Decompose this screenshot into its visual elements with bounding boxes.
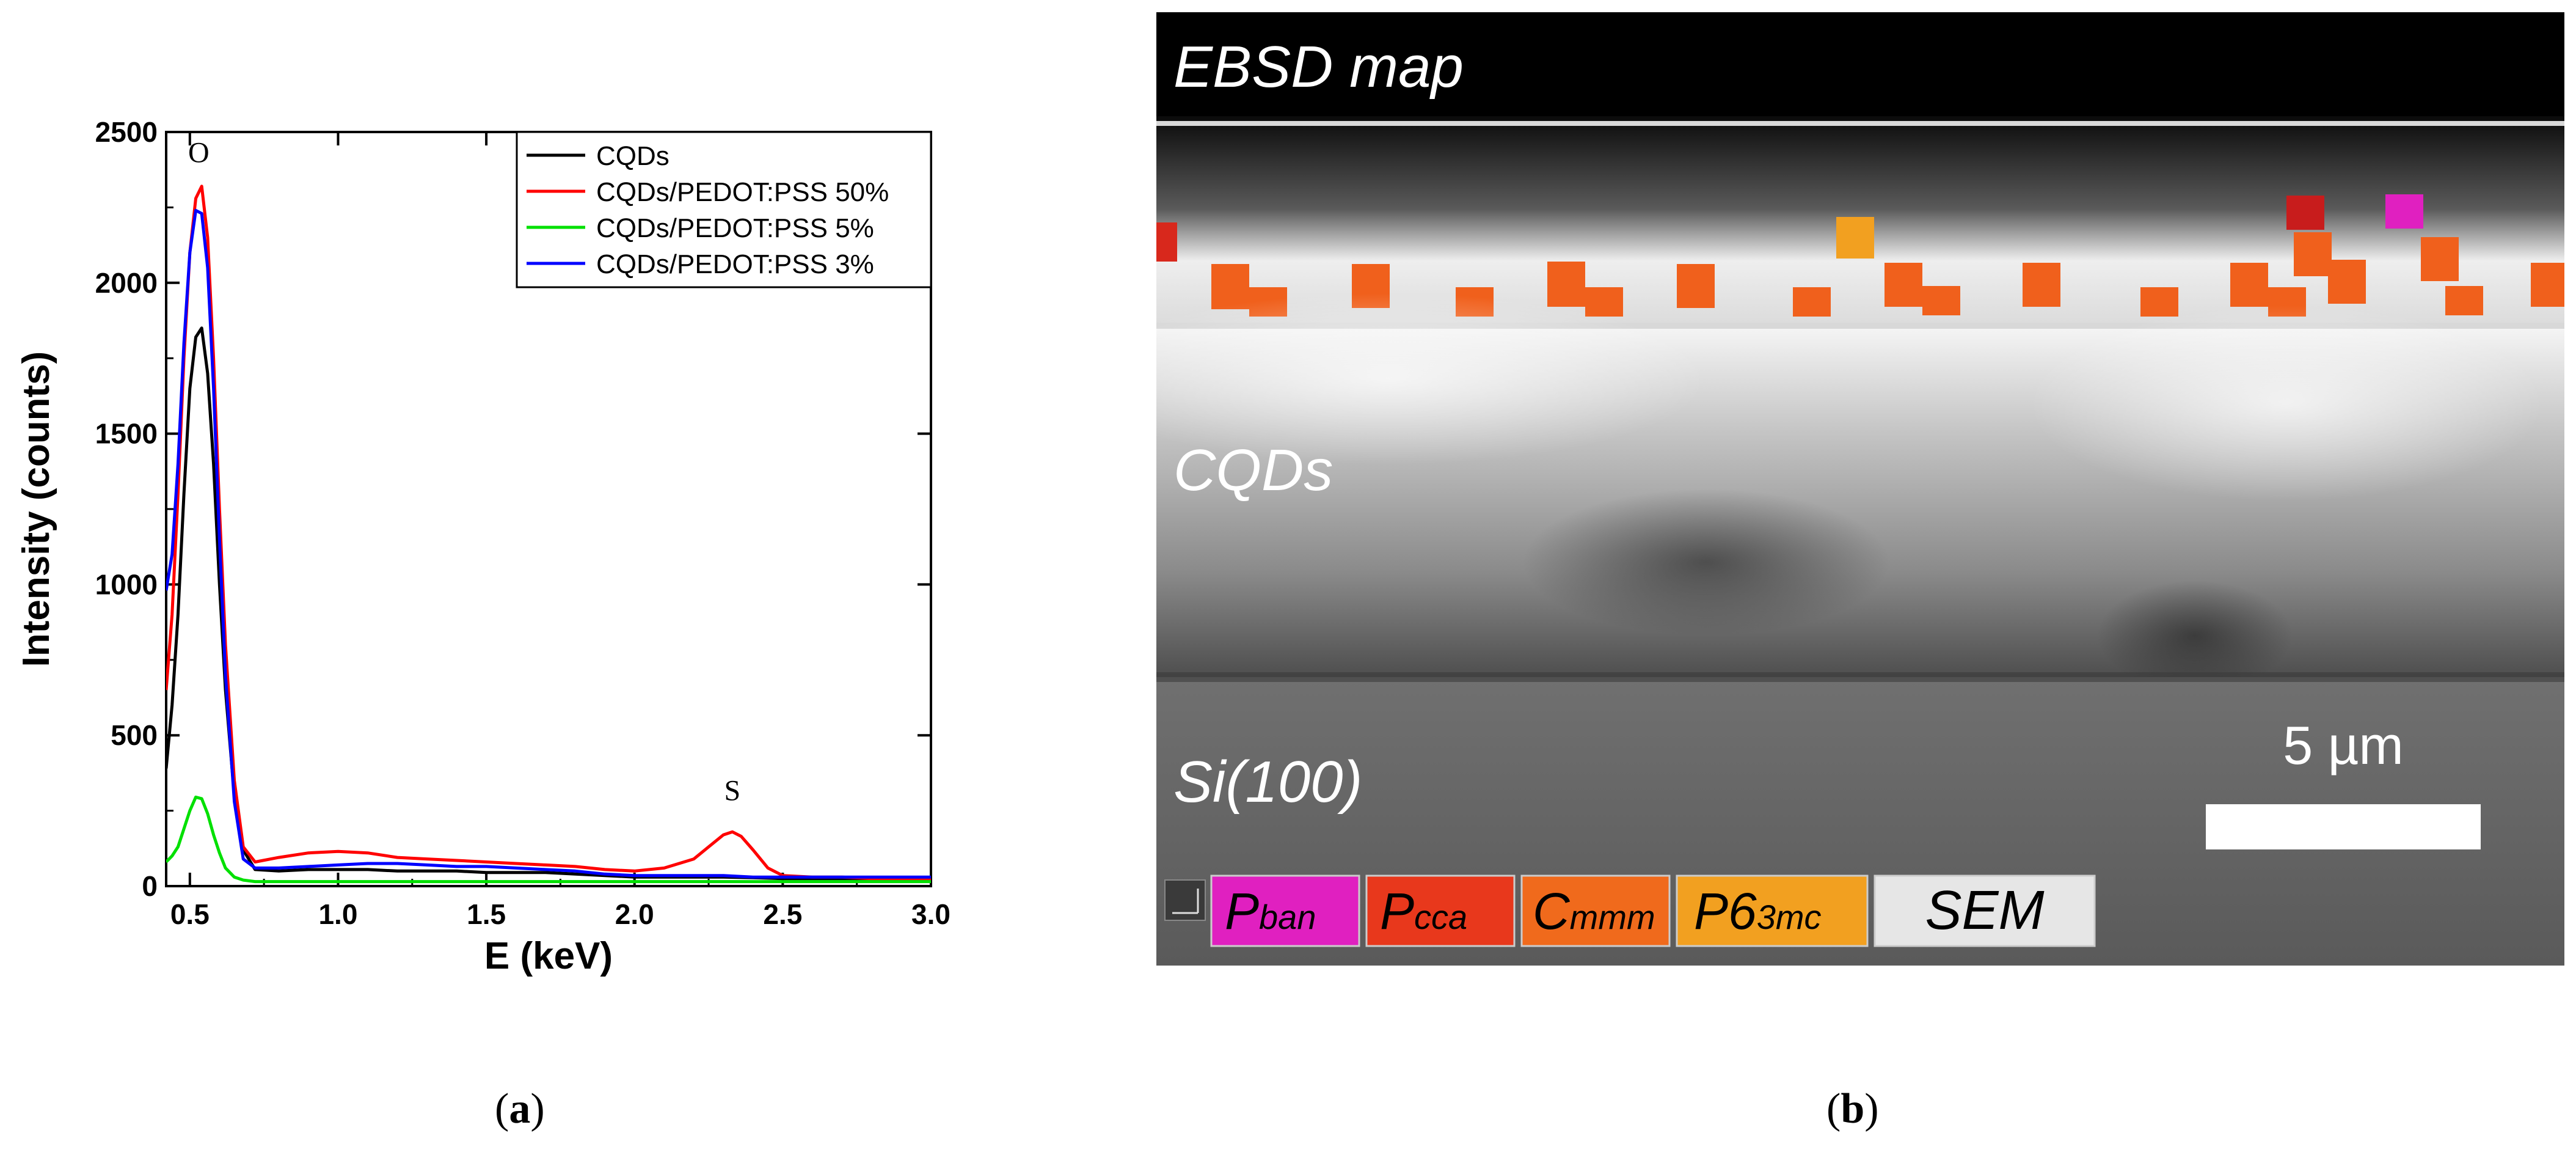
y-tick-label: 2000 xyxy=(95,267,158,299)
legend-label-50: CQDs/PEDOT:PSS 50% xyxy=(596,177,889,207)
legend-swatch-cmmm xyxy=(1520,875,1671,947)
legend-pcca: Pcca xyxy=(1380,882,1467,940)
annotation-o: O xyxy=(188,136,210,169)
caption-a: (a) xyxy=(495,1085,545,1134)
scale-bar xyxy=(2206,804,2481,849)
x-tick-label: 1.5 xyxy=(467,898,506,930)
y-tick-label: 2500 xyxy=(95,116,158,148)
series-line-4 xyxy=(166,208,931,879)
caption-b-close: ) xyxy=(1864,1085,1879,1132)
caption-b-open: ( xyxy=(1826,1085,1841,1132)
series-line-2 xyxy=(166,185,931,881)
chart-legend: CQDs CQDs/PEDOT:PSS 50% CQDs/PEDOT:PSS 5… xyxy=(516,131,932,288)
caption-a-letter: a xyxy=(509,1085,531,1132)
x-tick-label: 1.0 xyxy=(318,898,357,930)
series-line-3 xyxy=(166,795,931,884)
legend-cmmm-main: C xyxy=(1533,882,1571,940)
cqds-layer-label: CQDs xyxy=(1173,438,1333,503)
legend-pban-main: P xyxy=(1225,882,1259,940)
y-tick-label: 1500 xyxy=(95,418,158,450)
annotation-s: S xyxy=(724,774,741,807)
legend-pban-sub: ban xyxy=(1259,898,1316,936)
axes-orientation-icon xyxy=(1164,879,1206,921)
legend-p6mc-sub: 3mc xyxy=(1757,898,1822,936)
y-tick-label: 500 xyxy=(111,719,158,751)
eds-spectrum-chart: 0.5 1.0 1.5 2.0 2.5 3.0 0 500 1000 1500 2000 2500 E… xyxy=(15,116,950,977)
y-tick-label: 0 xyxy=(142,870,158,902)
legend-label-3: CQDs/PEDOT:PSS 3% xyxy=(596,249,874,279)
legend-swatch-sem xyxy=(1874,875,2096,947)
scale-bar-label: 5 µm xyxy=(2283,715,2403,776)
legend-pcca-main: P xyxy=(1380,882,1414,940)
si-substrate-label: Si(100) xyxy=(1173,749,1362,815)
x-tick-label: 2.0 xyxy=(615,898,654,930)
caption-a-close: ) xyxy=(530,1085,545,1132)
legend-cmmm-sub: mmm xyxy=(1570,898,1655,936)
legend-pcca-sub: cca xyxy=(1414,898,1467,936)
legend-swatch-pcca xyxy=(1365,875,1516,947)
y-axis-label: Intensity (counts) xyxy=(15,351,57,667)
ebsd-map-title: EBSD map xyxy=(1173,34,1464,100)
legend-swatch-pban xyxy=(1210,875,1360,947)
caption-b-letter: b xyxy=(1841,1085,1865,1132)
x-tick-label: 2.5 xyxy=(763,898,802,930)
legend-label-5: CQDs/PEDOT:PSS 5% xyxy=(596,213,874,243)
legend-cmmm: Cmmm xyxy=(1533,882,1655,940)
legend-pban: Pban xyxy=(1225,882,1316,940)
ebsd-sem-image: EBSD map CQDs Si(100) 5 µm xyxy=(1156,12,2564,966)
legend-p6mc-main: P6 xyxy=(1694,882,1757,940)
phase-legend: Pban Pcca Cmmm P63mc SEM xyxy=(1210,875,2096,947)
x-tick-label: 3.0 xyxy=(911,898,950,930)
caption-b: (b) xyxy=(1826,1085,1879,1134)
legend-sem: SEM xyxy=(1925,880,2044,941)
ebsd-phase-pixels xyxy=(1156,194,2564,317)
caption-a-open: ( xyxy=(495,1085,509,1132)
legend-label-cqds: CQDs xyxy=(596,141,670,171)
x-axis-label: E (keV) xyxy=(484,935,613,977)
y-tick-label: 1000 xyxy=(95,568,158,600)
ebsd-header-band xyxy=(1156,12,2564,116)
x-tick-label: 0.5 xyxy=(170,898,210,930)
legend-swatch-p6mc xyxy=(1676,875,1869,947)
legend-p6mc: P63mc xyxy=(1694,882,1822,940)
